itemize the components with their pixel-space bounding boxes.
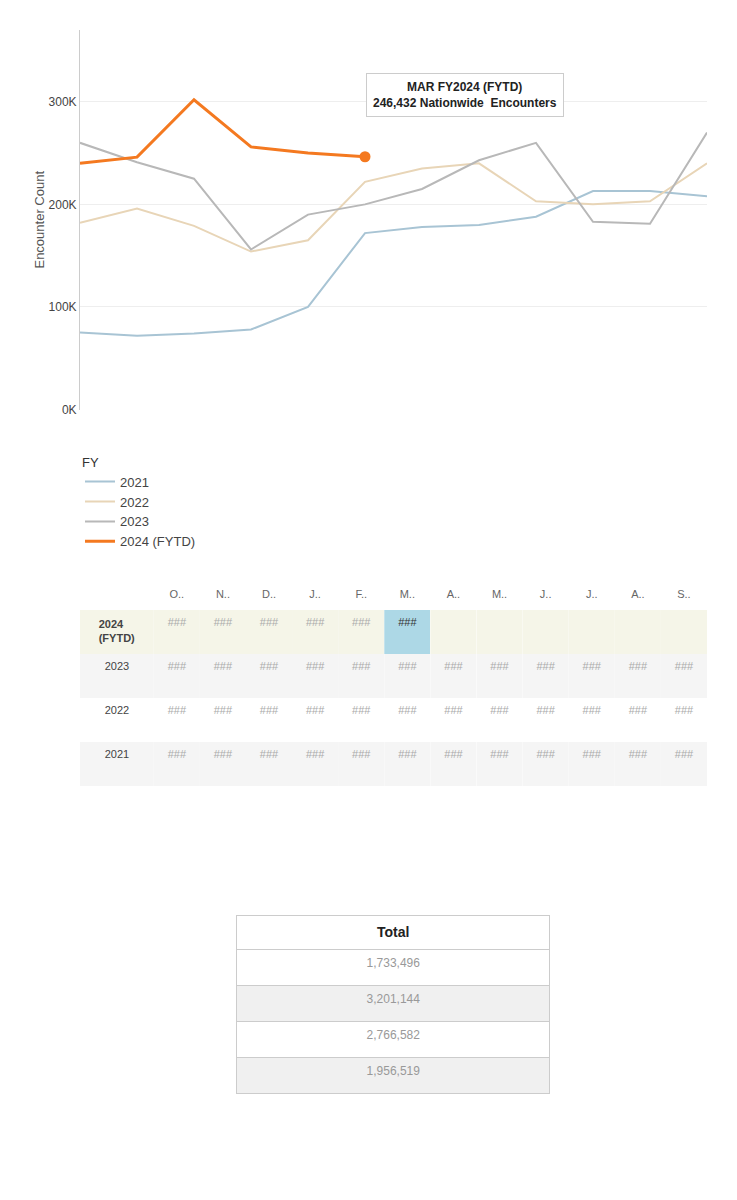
svg-text:###: ### [536, 660, 555, 672]
svg-text:2024(FYTD): 2024(FYTD) [99, 618, 135, 644]
svg-text:###: ### [306, 704, 325, 716]
svg-text:###: ### [352, 616, 371, 628]
svg-text:###: ### [168, 616, 187, 628]
svg-text:N..: N.. [216, 588, 230, 600]
svg-text:###: ### [675, 704, 694, 716]
svg-text:2021: 2021 [105, 748, 129, 760]
svg-text:O..: O.. [169, 588, 184, 600]
svg-text:MAR FY2024 (FYTD)246,432 Natio: MAR FY2024 (FYTD)246,432 Nationwide Enco… [373, 80, 557, 110]
svg-text:###: ### [629, 748, 648, 760]
svg-text:###: ### [260, 616, 279, 628]
svg-text:###: ### [490, 748, 509, 760]
svg-text:###: ### [168, 660, 187, 672]
svg-text:###: ### [583, 748, 602, 760]
svg-text:###: ### [490, 704, 509, 716]
svg-text:M..: M.. [492, 588, 507, 600]
svg-text:D..: D.. [262, 588, 276, 600]
svg-text:###: ### [444, 660, 463, 672]
svg-text:2023: 2023 [120, 514, 149, 529]
svg-text:###: ### [629, 704, 648, 716]
svg-text:Total: Total [377, 924, 409, 940]
svg-text:###: ### [398, 748, 417, 760]
svg-text:F..: F.. [355, 588, 367, 600]
svg-text:J..: J.. [586, 588, 598, 600]
svg-text:###: ### [490, 660, 509, 672]
svg-text:###: ### [260, 660, 279, 672]
svg-text:###: ### [398, 704, 417, 716]
svg-text:###: ### [536, 748, 555, 760]
svg-text:J..: J.. [309, 588, 321, 600]
svg-text:###: ### [168, 748, 187, 760]
svg-text:###: ### [260, 704, 279, 716]
svg-text:###: ### [583, 660, 602, 672]
svg-text:###: ### [629, 660, 648, 672]
svg-text:2021: 2021 [120, 475, 149, 490]
svg-text:0K: 0K [62, 403, 77, 417]
svg-text:2023: 2023 [105, 660, 129, 672]
svg-text:2,766,582: 2,766,582 [367, 1028, 421, 1042]
svg-text:###: ### [352, 748, 371, 760]
svg-text:###: ### [583, 704, 602, 716]
svg-text:A..: A.. [447, 588, 460, 600]
svg-text:2024 (FYTD): 2024 (FYTD) [120, 534, 195, 549]
svg-text:###: ### [214, 704, 233, 716]
svg-text:###: ### [398, 660, 417, 672]
svg-text:###: ### [214, 660, 233, 672]
svg-text:###: ### [675, 660, 694, 672]
svg-text:200K: 200K [49, 198, 77, 212]
svg-text:###: ### [306, 748, 325, 760]
svg-text:2022: 2022 [105, 704, 129, 716]
svg-text:S..: S.. [677, 588, 690, 600]
svg-text:###: ### [306, 616, 325, 628]
svg-text:###: ### [675, 748, 694, 760]
svg-text:2022: 2022 [120, 495, 149, 510]
svg-text:3,201,144: 3,201,144 [367, 992, 421, 1006]
svg-text:J..: J.. [540, 588, 552, 600]
svg-text:###: ### [260, 748, 279, 760]
svg-text:###: ### [352, 704, 371, 716]
svg-text:###: ### [398, 616, 417, 628]
svg-text:1,733,496: 1,733,496 [367, 956, 421, 970]
svg-text:###: ### [214, 616, 233, 628]
svg-text:###: ### [536, 704, 555, 716]
svg-text:M..: M.. [400, 588, 415, 600]
svg-text:FY: FY [82, 455, 99, 470]
svg-text:300K: 300K [49, 95, 77, 109]
svg-text:###: ### [168, 704, 187, 716]
svg-text:###: ### [444, 748, 463, 760]
svg-text:A..: A.. [631, 588, 644, 600]
svg-text:Encounter Count: Encounter Count [32, 171, 47, 269]
svg-text:###: ### [352, 660, 371, 672]
svg-text:###: ### [214, 748, 233, 760]
svg-text:1,956,519: 1,956,519 [367, 1064, 421, 1078]
svg-text:100K: 100K [49, 300, 77, 314]
svg-text:###: ### [444, 704, 463, 716]
svg-text:###: ### [306, 660, 325, 672]
